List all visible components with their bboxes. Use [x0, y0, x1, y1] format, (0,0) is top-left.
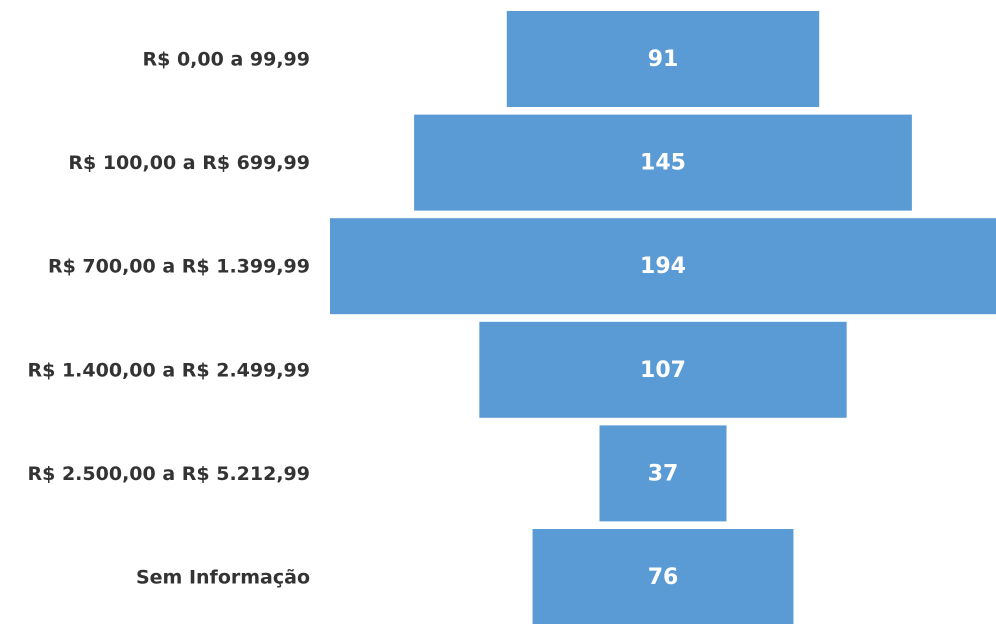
value-label: 76 [648, 565, 679, 590]
funnel-bar [479, 321, 847, 418]
funnel-bar [532, 529, 794, 624]
value-label: 107 [640, 358, 686, 383]
value-label: 194 [640, 254, 686, 279]
funnel-bar [599, 425, 727, 522]
category-label: R$ 700,00 a R$ 1.399,99 [48, 256, 310, 278]
category-label: Sem Informação [136, 567, 310, 589]
value-label: 91 [648, 47, 679, 72]
funnel-bar [414, 114, 912, 211]
value-label: 37 [648, 461, 679, 486]
category-label: R$ 2.500,00 a R$ 5.212,99 [28, 463, 311, 485]
category-label: R$ 0,00 a 99,99 [143, 49, 311, 71]
funnel-bar [330, 218, 996, 315]
category-label: R$ 100,00 a R$ 699,99 [68, 152, 310, 174]
funnel-bar [506, 11, 820, 107]
category-label: R$ 1.400,00 a R$ 2.499,99 [28, 359, 311, 381]
value-label: 145 [640, 151, 686, 176]
